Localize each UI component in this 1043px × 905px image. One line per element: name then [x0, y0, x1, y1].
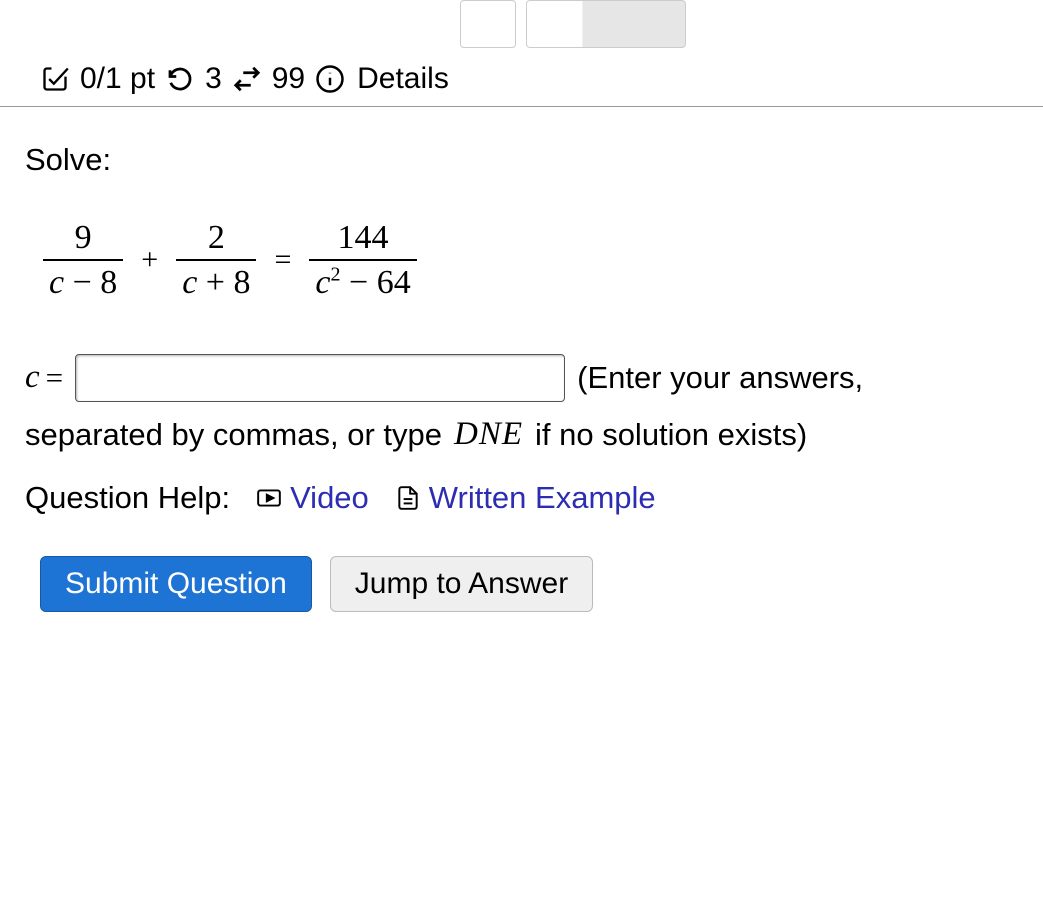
answer-row: c = (Enter your answers, separated by co…: [25, 352, 1018, 460]
frac2-den: c + 8: [176, 259, 256, 302]
toolbar-button-b[interactable]: [526, 0, 686, 48]
help-row: Question Help: Video Written Exam: [25, 480, 1018, 516]
plus-op: +: [141, 243, 158, 277]
video-icon: [256, 485, 282, 511]
equals-op: =: [274, 243, 291, 277]
fraction-3: 144 c2 − 64: [309, 218, 416, 302]
checkbox-icon: [40, 64, 70, 94]
frac1-den: c − 8: [43, 259, 123, 302]
retries-text: 99: [272, 62, 305, 96]
jump-button[interactable]: Jump to Answer: [330, 556, 593, 612]
document-icon: [395, 485, 421, 511]
attempts-text: 3: [205, 62, 222, 96]
question-header: 0/1 pt 3 99 Details: [0, 54, 1043, 107]
frac1-num: 9: [69, 218, 98, 259]
frac3-den: c2 − 64: [309, 259, 416, 302]
details-link[interactable]: Details: [357, 62, 449, 96]
answer-var: c: [25, 352, 40, 403]
instruction-mid: separated by commas, or type: [25, 411, 442, 459]
instruction-post: if no solution exists): [535, 411, 807, 459]
help-label: Question Help:: [25, 480, 230, 516]
frac3-num: 144: [332, 218, 395, 259]
submit-button[interactable]: Submit Question: [40, 556, 312, 612]
written-example-link[interactable]: Written Example: [395, 480, 656, 516]
question-prompt: Solve:: [25, 142, 1018, 178]
instruction-pre: (Enter your answers,: [577, 354, 863, 402]
question-content: Solve: 9 c − 8 + 2 c + 8 = 144 c2 −: [0, 107, 1043, 637]
video-link-text: Video: [290, 480, 369, 516]
info-icon[interactable]: [315, 64, 345, 94]
answer-input[interactable]: [75, 354, 565, 402]
points-text: 0/1 pt: [80, 62, 155, 96]
written-example-text: Written Example: [429, 480, 656, 516]
video-link[interactable]: Video: [256, 480, 369, 516]
top-controls-bar: [0, 0, 1043, 54]
frac2-num: 2: [202, 218, 231, 259]
answer-eq: =: [46, 354, 63, 402]
fraction-1: 9 c − 8: [43, 218, 123, 302]
toolbar-button-a[interactable]: [460, 0, 516, 48]
undo-icon: [165, 64, 195, 94]
button-row: Submit Question Jump to Answer: [25, 556, 1018, 612]
dne-text: DNE: [454, 409, 523, 460]
equation: 9 c − 8 + 2 c + 8 = 144 c2 − 64: [43, 218, 1018, 302]
fraction-2: 2 c + 8: [176, 218, 256, 302]
swap-icon: [232, 64, 262, 94]
